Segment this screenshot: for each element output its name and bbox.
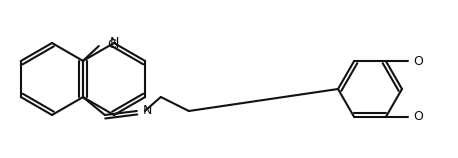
Text: N: N — [109, 36, 119, 49]
Text: Cl: Cl — [107, 39, 119, 52]
Text: O: O — [413, 55, 423, 68]
Text: O: O — [413, 110, 423, 123]
Text: N: N — [143, 104, 152, 118]
